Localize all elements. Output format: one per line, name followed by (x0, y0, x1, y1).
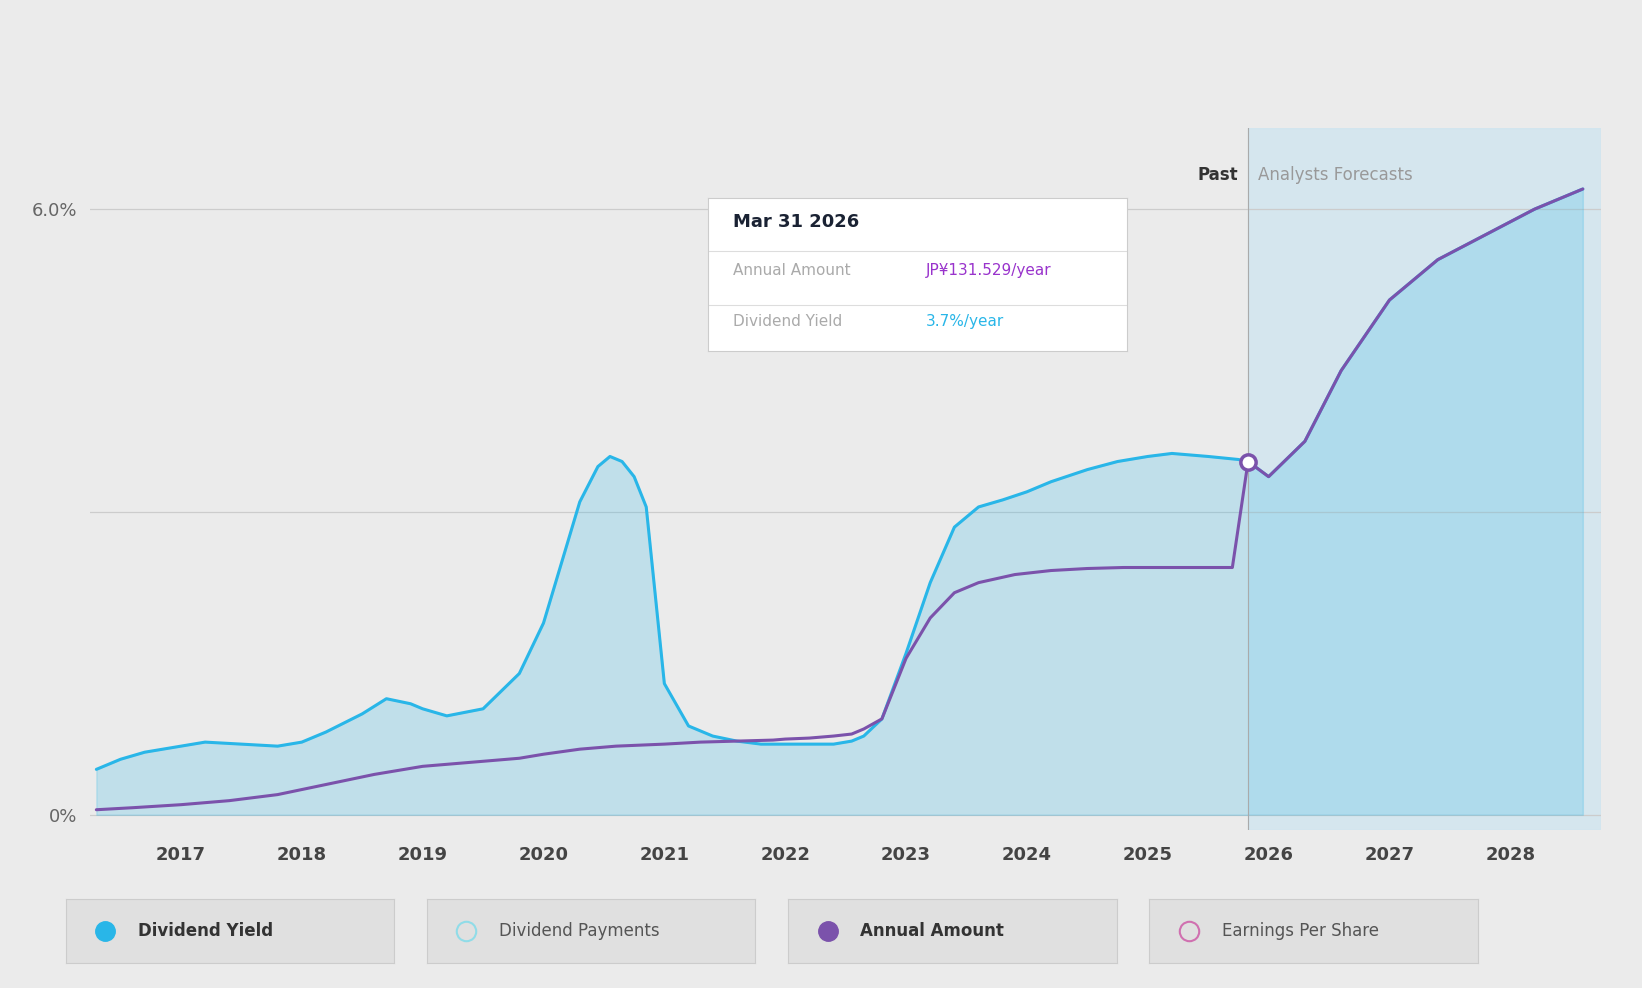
Text: Earnings Per Share: Earnings Per Share (1222, 922, 1379, 941)
Text: Mar 31 2026: Mar 31 2026 (734, 213, 860, 231)
Text: Dividend Yield: Dividend Yield (138, 922, 273, 941)
Text: JP¥131.529/year: JP¥131.529/year (926, 264, 1053, 279)
Text: Analysts Forecasts: Analysts Forecasts (1258, 166, 1412, 184)
Bar (1248, 128, 1601, 830)
Text: Dividend Yield: Dividend Yield (734, 314, 842, 329)
Text: Annual Amount: Annual Amount (860, 922, 1005, 941)
Text: 3.7%/year: 3.7%/year (926, 314, 1005, 329)
Text: Annual Amount: Annual Amount (734, 264, 851, 279)
Text: Past: Past (1197, 166, 1238, 184)
Text: Dividend Payments: Dividend Payments (499, 922, 660, 941)
